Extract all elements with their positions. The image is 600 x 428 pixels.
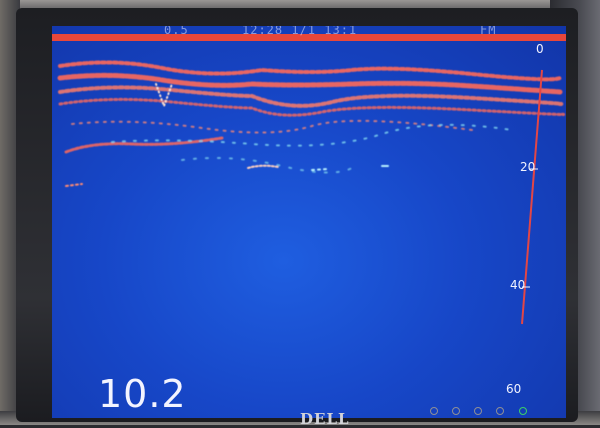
input-button[interactable] xyxy=(496,407,504,415)
echo-fish-3 xyxy=(65,183,83,187)
plus-button[interactable] xyxy=(474,407,482,415)
depth-label-40: 40 xyxy=(510,278,526,292)
echo-layers xyxy=(57,60,566,187)
depth-readout: 10.2 xyxy=(98,372,187,416)
echo-band-2 xyxy=(57,72,563,95)
depth-label-60: 60 xyxy=(506,382,522,396)
depth-label-zero: 0 xyxy=(536,42,544,56)
header-left-text: 0.5 xyxy=(164,26,189,37)
depth-label-20: 20 xyxy=(520,160,536,174)
minus-button[interactable] xyxy=(452,407,460,415)
echogram xyxy=(57,60,566,325)
monitor-bezel: 0.5 12:28 1/1 13:1 FM xyxy=(16,8,578,428)
header-mode-text: FM xyxy=(480,26,497,37)
echo-cluster xyxy=(155,83,173,109)
menu-button[interactable] xyxy=(430,407,438,415)
echo-cyan-1 xyxy=(111,123,513,147)
echo-fish-2 xyxy=(311,168,329,171)
echo-band-1 xyxy=(58,60,562,82)
echo-fish-1 xyxy=(247,164,279,169)
surface-line xyxy=(52,34,566,41)
power-button[interactable] xyxy=(519,407,527,415)
echo-band-3 xyxy=(58,85,564,108)
echo-band-6 xyxy=(64,136,224,154)
echo-band-4 xyxy=(58,97,566,117)
monitor-brand-logo: DELL xyxy=(300,410,350,428)
header-status-text: 12:28 1/1 13:1 xyxy=(242,26,358,37)
echo-sounder-screen: 0.5 12:28 1/1 13:1 FM xyxy=(52,26,566,418)
depth-scale-line xyxy=(521,69,543,325)
desk-background-left xyxy=(0,0,20,425)
echo-band-5 xyxy=(71,119,473,134)
